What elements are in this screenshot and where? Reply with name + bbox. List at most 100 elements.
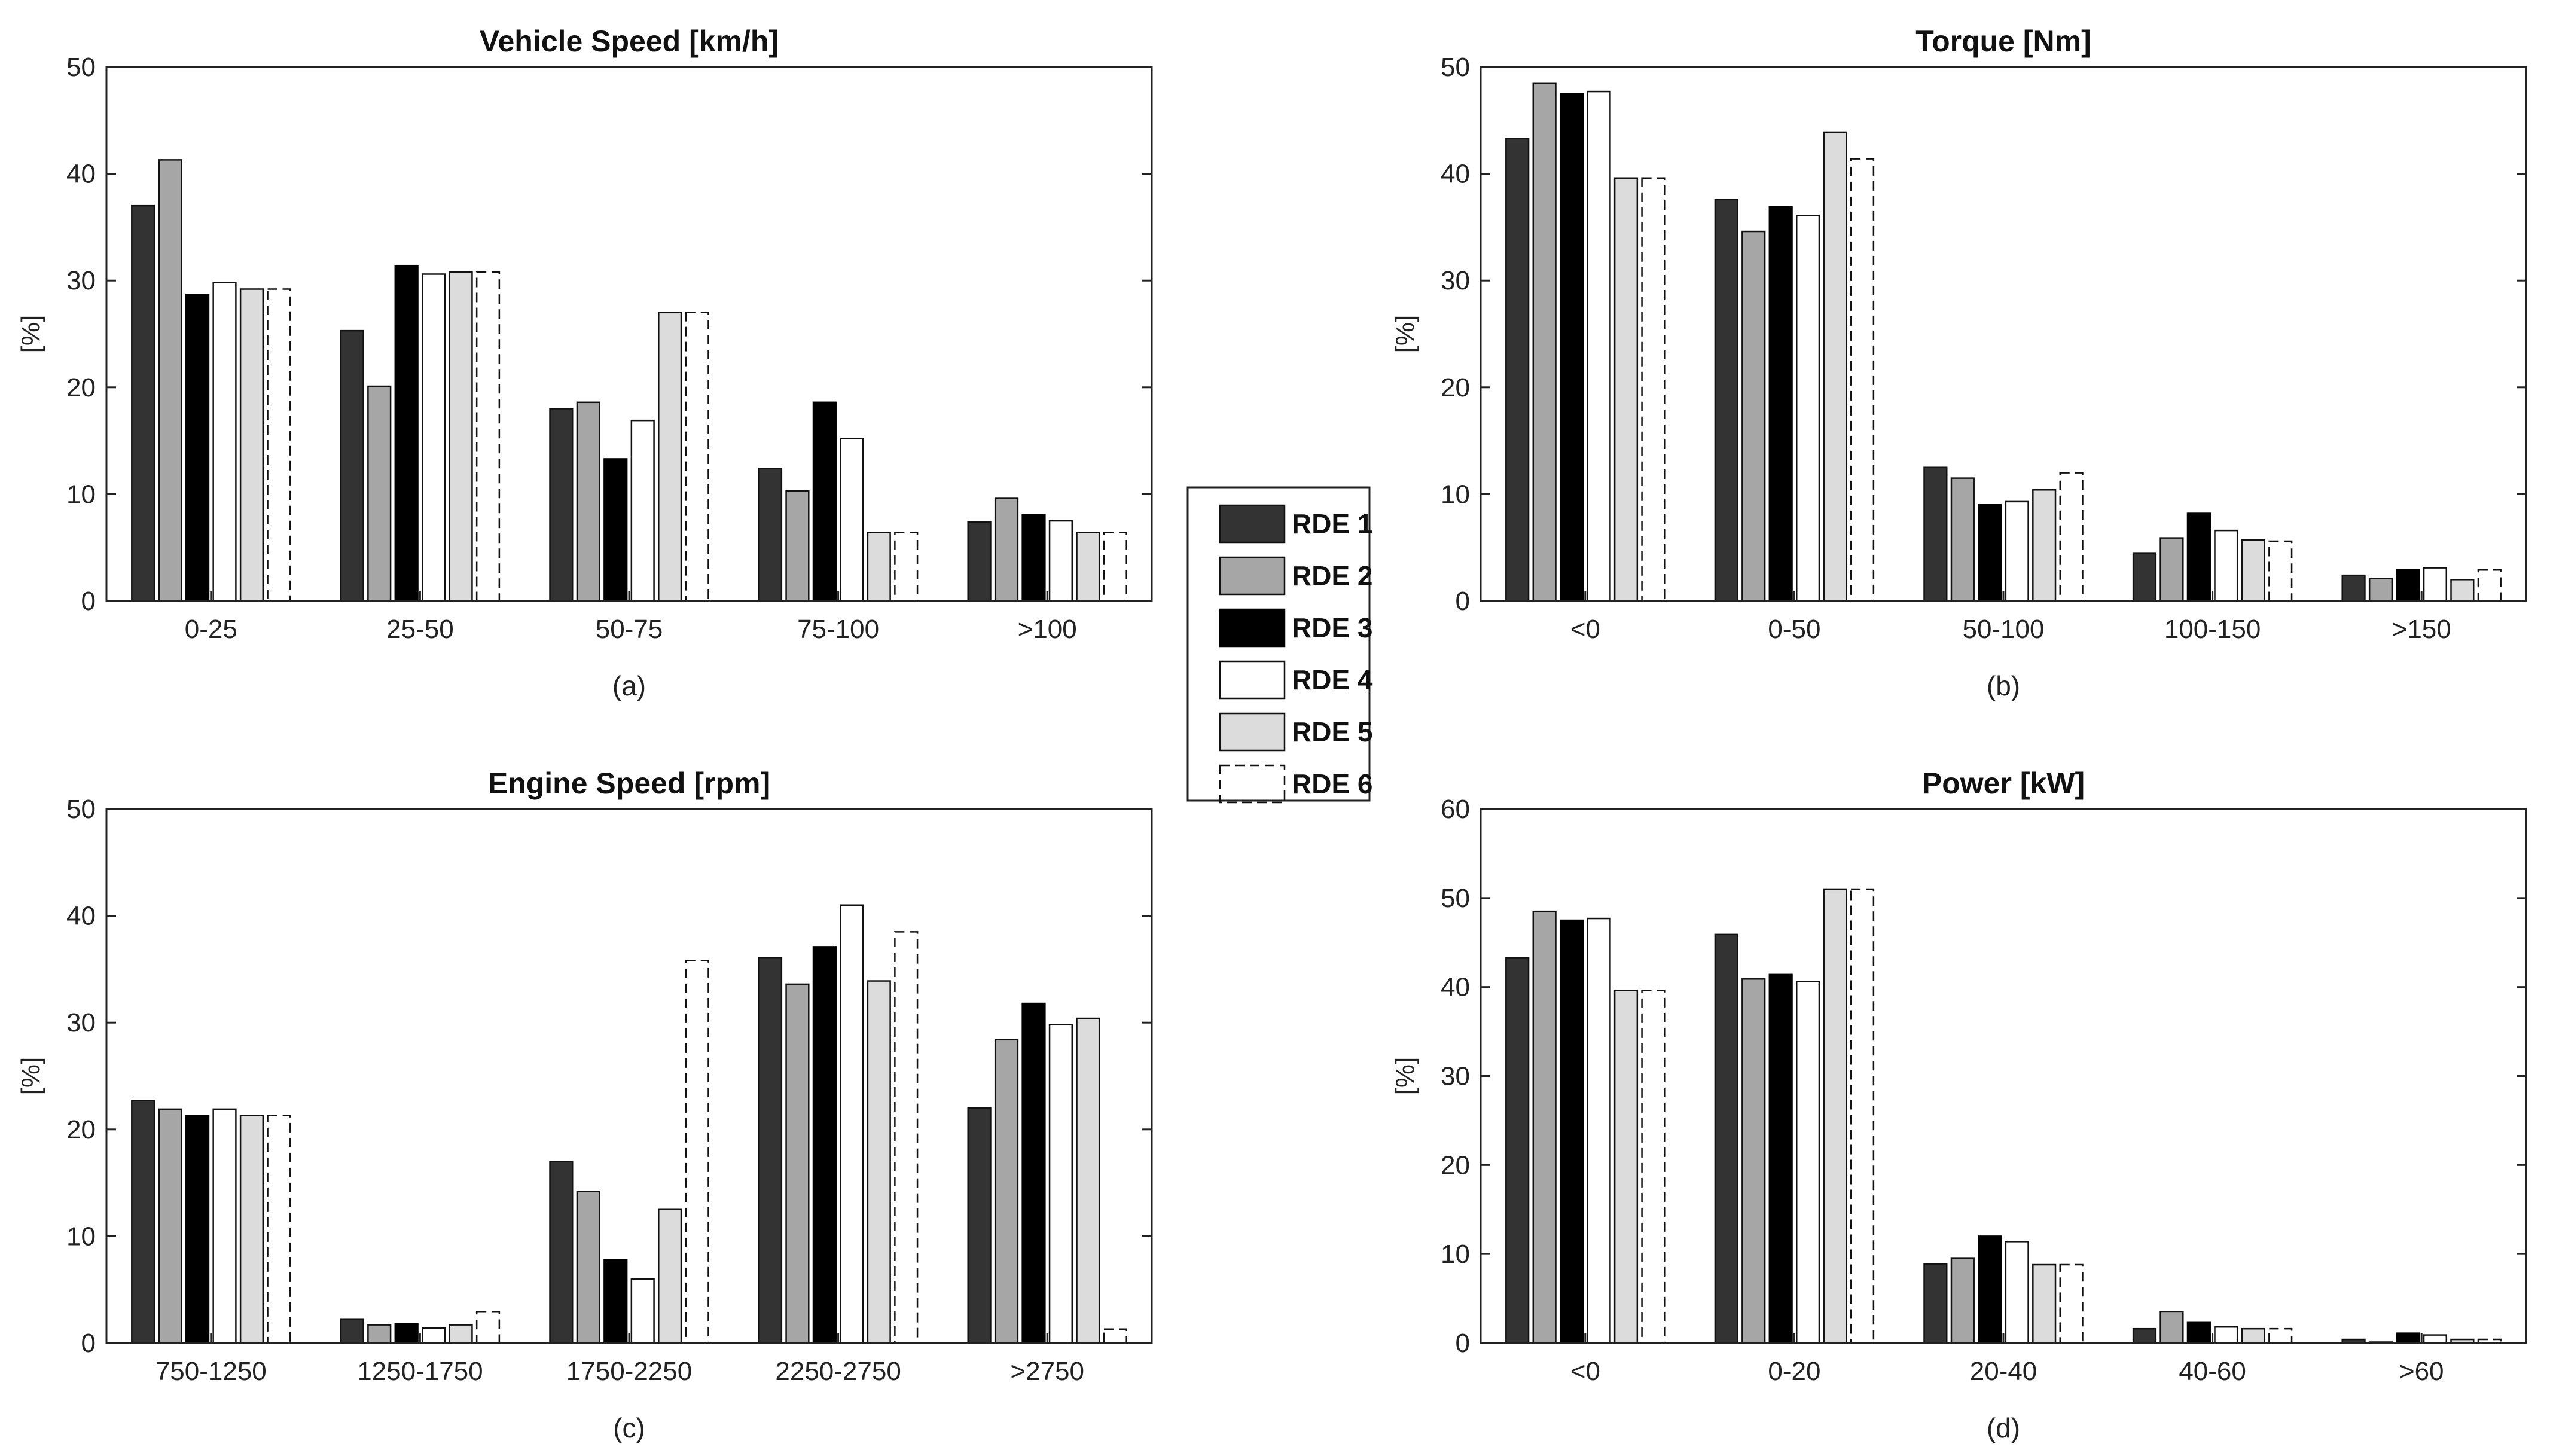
y-axis-label: [%] — [1390, 1057, 1420, 1095]
axes-frame — [105, 808, 1153, 1344]
bar-rde2-4 — [2368, 578, 2393, 602]
bar-rde4-1 — [422, 1327, 446, 1344]
bar-rde3-1 — [394, 264, 419, 602]
bar-rde3-1 — [394, 1323, 419, 1344]
x-tick-label: 0-25 — [185, 615, 237, 644]
x-tick-label: <0 — [1570, 1357, 1600, 1386]
bar-rde6-3 — [2268, 540, 2293, 602]
y-tick-label: 60 — [1441, 795, 1470, 824]
bar-rde6-3 — [894, 931, 919, 1344]
bar-rde1-2 — [1923, 466, 1948, 602]
bar-rde2-3 — [785, 490, 810, 602]
bar-rde6-4 — [2477, 569, 2502, 602]
bar-rde3-0 — [185, 1115, 210, 1344]
bar-rde2-0 — [158, 159, 182, 602]
bar-rde1-1 — [340, 1318, 364, 1344]
bar-rde6-3 — [2268, 1327, 2293, 1344]
bar-rde4-4 — [2423, 567, 2448, 602]
bar-rde6-1 — [1850, 888, 1875, 1344]
chart-title: Power [kW] — [1922, 767, 2085, 800]
y-tick-label: 50 — [1441, 53, 1470, 82]
bar-rde4-2 — [630, 1278, 655, 1344]
bar-rde5-3 — [867, 532, 891, 602]
x-tick-label: 1250-1750 — [357, 1357, 483, 1386]
y-tick-label: 20 — [66, 1115, 96, 1144]
x-tick-label: 750-1250 — [155, 1357, 267, 1386]
bar-rde6-1 — [475, 271, 501, 602]
bar-rde6-0 — [267, 288, 291, 602]
legend: RDE 1 RDE 2 RDE 3 RDE 4 RDE 5 RDE 6 — [1186, 486, 1373, 804]
x-tick-label: >150 — [2392, 615, 2451, 644]
x-tick-label: 100-150 — [2164, 615, 2261, 644]
bar-rde1-1 — [340, 329, 364, 602]
y-tick-label: 20 — [1441, 1150, 1470, 1180]
bar-rde2-2 — [1950, 477, 1975, 602]
bar-rde6-3 — [894, 532, 919, 602]
bar-rde3-2 — [603, 1259, 628, 1344]
bar-rde1-2 — [549, 1161, 574, 1344]
bar-rde3-3 — [2186, 1321, 2211, 1344]
bar-rde2-3 — [2159, 1311, 2184, 1344]
x-tick-label: 40-60 — [2179, 1357, 2246, 1386]
y-tick-label: 10 — [1441, 480, 1470, 509]
chart-title: Torque [Nm] — [1915, 25, 2091, 58]
axes-frame — [1480, 808, 2527, 1344]
bar-rde4-3 — [840, 904, 864, 1344]
bar-rde2-0 — [1532, 910, 1557, 1344]
bar-rde5-2 — [2032, 489, 2057, 602]
bar-rde1-3 — [2132, 1327, 2157, 1344]
bar-rde3-1 — [1768, 206, 1793, 602]
y-tick-label: 40 — [66, 902, 96, 931]
bar-rde6-2 — [2059, 1263, 2084, 1344]
bar-rde1-4 — [2341, 574, 2366, 602]
x-tick-label: 0-20 — [1768, 1357, 1820, 1386]
y-tick-label: 0 — [1456, 1329, 1470, 1358]
bar-rde4-1 — [422, 273, 446, 602]
bar-rde1-2 — [1923, 1263, 1948, 1344]
legend-label: RDE 2 — [1292, 560, 1372, 591]
x-tick-label: <0 — [1570, 615, 1600, 644]
bar-rde1-0 — [1505, 138, 1530, 602]
bar-rde3-2 — [603, 458, 628, 602]
bar-rde5-1 — [1823, 888, 1847, 1344]
legend-swatch-2 — [1219, 556, 1286, 596]
legend-swatch-4 — [1219, 660, 1286, 700]
bar-rde2-1 — [367, 1324, 392, 1344]
bar-rde2-1 — [1741, 978, 1766, 1344]
panel-sublabel: (d) — [1987, 1412, 2020, 1443]
bar-rde5-1 — [449, 271, 473, 602]
bar-rde5-2 — [658, 1208, 682, 1344]
y-tick-label: 50 — [66, 795, 96, 824]
bar-rde4-4 — [1048, 1024, 1073, 1344]
bar-rde2-4 — [994, 497, 1019, 602]
bar-rde5-0 — [1613, 990, 1639, 1344]
y-tick-label: 40 — [66, 160, 96, 189]
legend-swatch-6 — [1219, 764, 1286, 804]
chart-panel-3: Power [kW] 0 10 20 30 40 50 60 [%] <0 0-20 20-40 40-… — [1390, 767, 2527, 1443]
bar-rde1-4 — [967, 1107, 992, 1344]
x-tick-label: 50-100 — [1962, 615, 2044, 644]
bar-rde4-3 — [2214, 529, 2238, 602]
bar-rde5-0 — [1613, 177, 1639, 602]
x-tick-label: 2250-2750 — [775, 1357, 901, 1386]
bar-rde3-4 — [1021, 1002, 1046, 1344]
bar-rde5-4 — [1076, 532, 1100, 602]
bar-rde4-0 — [212, 282, 237, 602]
panel-sublabel: (c) — [613, 1412, 645, 1443]
panel-sublabel: (a) — [612, 670, 646, 701]
chart-panel-2: Engine Speed [rpm] 0 10 20 30 40 50 [%] 750-1250… — [16, 767, 1153, 1443]
panel-sublabel: (b) — [1987, 670, 2020, 701]
bar-rde6-1 — [1850, 158, 1875, 602]
bar-rde3-3 — [812, 946, 837, 1344]
y-tick-label: 10 — [1441, 1240, 1470, 1269]
bar-rde6-1 — [475, 1311, 501, 1344]
bar-rde3-2 — [1978, 1235, 2002, 1344]
y-axis-label: [%] — [1390, 315, 1420, 353]
bar-rde1-0 — [1505, 957, 1530, 1344]
x-tick-label: >60 — [2399, 1357, 2444, 1386]
bar-rde1-1 — [1714, 933, 1738, 1344]
bar-rde6-0 — [1641, 990, 1666, 1344]
bar-rde4-2 — [2005, 1241, 2029, 1344]
legend-label: RDE 3 — [1292, 612, 1372, 643]
